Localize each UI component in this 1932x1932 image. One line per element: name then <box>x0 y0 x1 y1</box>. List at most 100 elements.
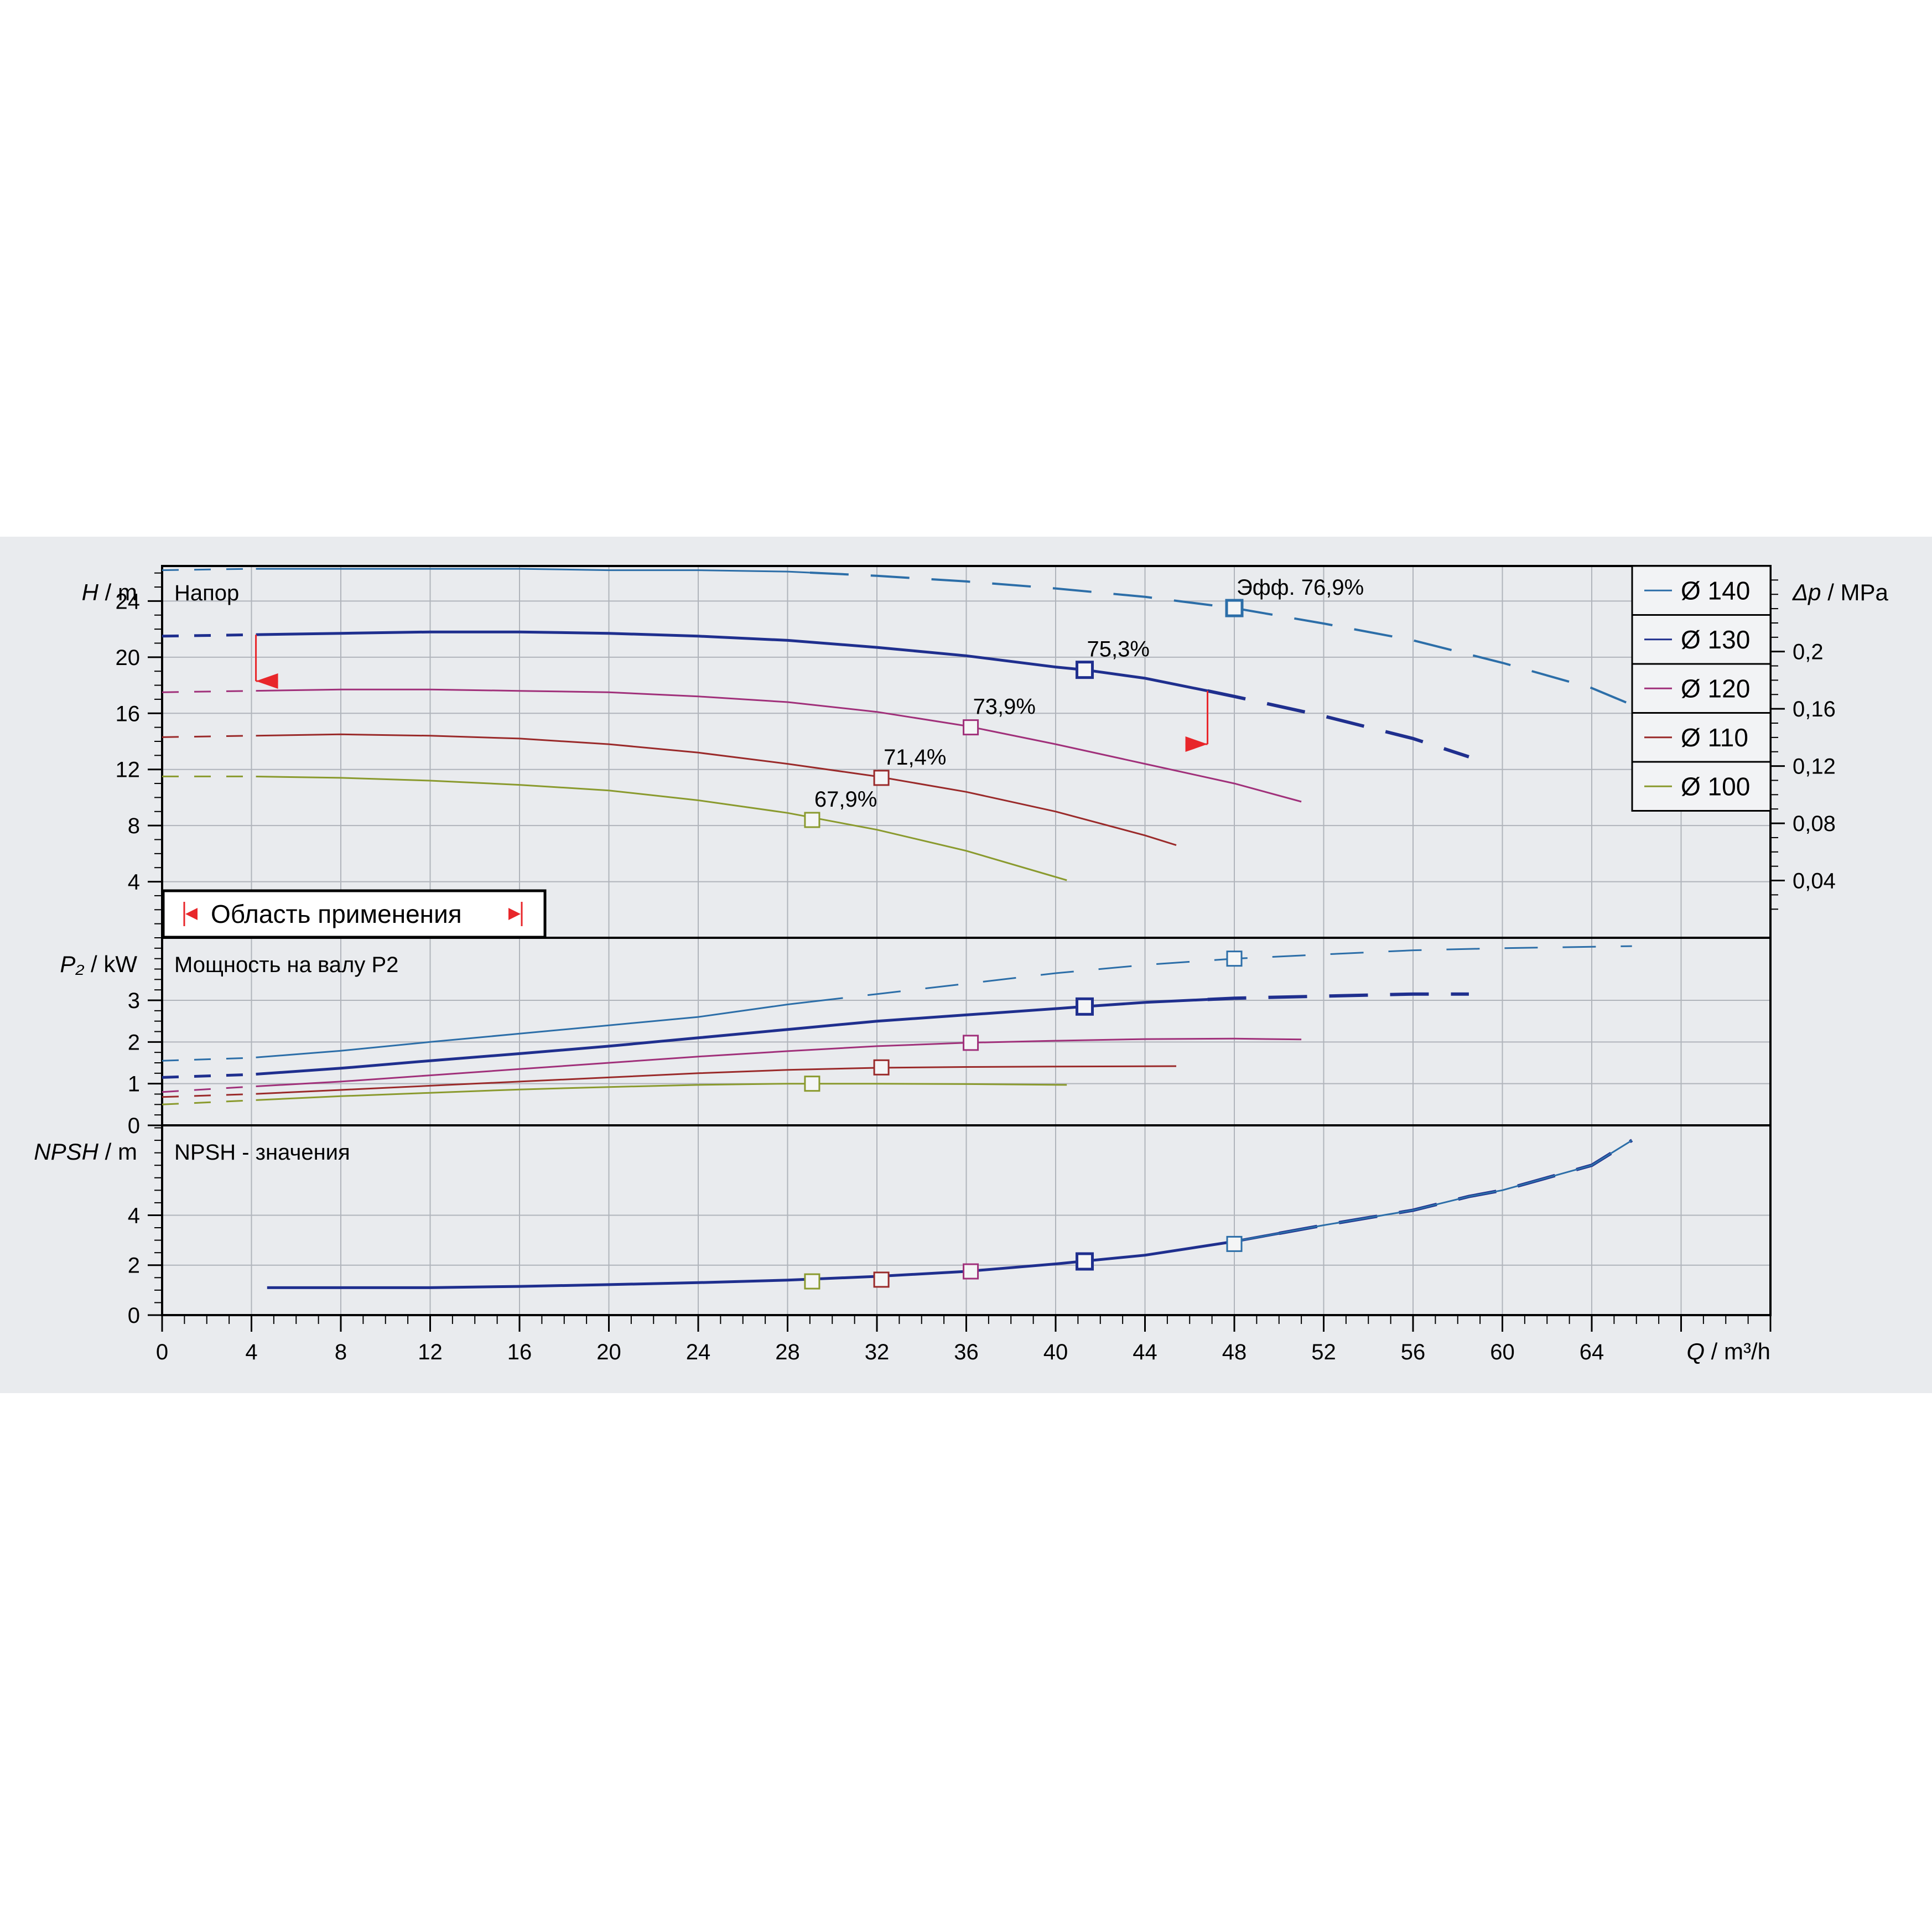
right-tick-label: 0,04 <box>1793 869 1836 894</box>
operating-point-marker <box>804 1273 820 1290</box>
series-line-head-130-1 <box>256 630 1208 693</box>
panel-title-npsh: NPSH - значения <box>174 1140 350 1165</box>
right-tick-label: 0,12 <box>1793 755 1836 779</box>
series-line-dashed-npsh-NPSH-0 <box>1279 1139 1633 1235</box>
x-axis-label: Q / m³/h <box>1686 1338 1770 1364</box>
x-tick-label: 8 <box>335 1340 347 1364</box>
y-tick-label: 20 <box>116 646 141 670</box>
operating-point-marker <box>963 719 979 736</box>
series-line-head-110-3 <box>256 733 1177 846</box>
series-line-dashed-power-130-1 <box>162 1073 256 1079</box>
operating-point-marker <box>1075 1252 1094 1271</box>
x-tick-label: 0 <box>156 1340 168 1364</box>
x-tick-label: 4 <box>245 1340 257 1364</box>
series-line-dashed-head-110-3 <box>162 735 256 738</box>
x-tick-label: 36 <box>954 1340 979 1364</box>
legend-label: Ø 110 <box>1681 723 1748 752</box>
panel-title-power: Мощность на валу P2 <box>174 953 398 977</box>
application-range-box <box>162 889 547 939</box>
y-tick-label: 0 <box>128 1114 140 1138</box>
efficiency-label: 75,3% <box>1087 637 1149 662</box>
series-line-dashed-head-140-0 <box>809 572 1633 706</box>
series-line-dashed-head-130-1 <box>162 633 256 638</box>
series-line-power-100-4 <box>256 1083 1067 1101</box>
y-tick-label: 0 <box>128 1303 140 1328</box>
right-axis-label: Δp / MPa <box>1792 579 1889 605</box>
x-tick-label: 40 <box>1043 1340 1068 1364</box>
operating-point-marker <box>873 1271 890 1288</box>
series-line-dashed-power-130-1 <box>1207 992 1469 1001</box>
operating-point-marker <box>1226 1235 1243 1252</box>
y-tick-label: 2 <box>128 1254 140 1278</box>
x-tick-label: 64 <box>1580 1340 1604 1364</box>
x-tick-label: 60 <box>1490 1340 1515 1364</box>
x-tick-label: 52 <box>1311 1340 1336 1364</box>
right-tick-label: 0,2 <box>1793 640 1824 664</box>
y-tick-label: 8 <box>128 814 140 838</box>
x-tick-label: 12 <box>418 1340 443 1364</box>
series-line-dashed-power-140-0 <box>162 1056 256 1062</box>
panel-title-head: Напор <box>174 581 239 605</box>
x-tick-label: 56 <box>1401 1340 1426 1364</box>
series-line-head-140-0 <box>256 568 810 574</box>
operating-point-marker <box>1075 997 1094 1016</box>
y-axis-label-npsh: NPSH / m <box>34 1139 137 1165</box>
operating-point-marker <box>804 812 820 828</box>
legend-label: Ø 130 <box>1681 625 1750 654</box>
series-line-power-110-3 <box>256 1065 1177 1095</box>
series-line-npsh-NPSH-0 <box>267 1232 1280 1289</box>
x-tick-label: 24 <box>686 1340 711 1364</box>
x-tick-label: 20 <box>596 1340 621 1364</box>
series-line-dashed-power-140-0 <box>809 945 1632 1003</box>
operating-point-marker <box>1225 599 1244 617</box>
y-tick-label: 2 <box>128 1030 140 1055</box>
application-range-label: Область применения <box>211 900 462 928</box>
series-line-power-140-0 <box>256 1001 811 1058</box>
operating-point-marker <box>1226 951 1243 967</box>
y-tick-label: 16 <box>116 702 141 726</box>
y-axis-label-power: P₂ / kW <box>60 951 137 977</box>
operating-point-marker <box>1075 661 1094 679</box>
legend-label: Ø 100 <box>1681 772 1750 801</box>
y-axis-label-head: H / m <box>82 579 137 605</box>
operating-point-marker <box>963 1263 979 1280</box>
y-tick-label: 24 <box>116 589 141 614</box>
y-tick-label: 3 <box>128 989 140 1013</box>
x-tick-label: 28 <box>775 1340 800 1364</box>
series-line-head-120-2 <box>256 688 1302 803</box>
legend-label: Ø 120 <box>1681 674 1750 703</box>
x-tick-label: 44 <box>1133 1340 1157 1364</box>
npsh-overlay-line <box>1234 1139 1633 1243</box>
series-line-dashed-head-120-2 <box>162 690 256 693</box>
series-line-dashed-power-100-4 <box>162 1099 256 1105</box>
series-line-power-120-2 <box>256 1037 1302 1087</box>
y-tick-label: 4 <box>128 870 140 895</box>
series-line-head-100-4 <box>256 776 1067 881</box>
series-line-dashed-head-130-1 <box>1207 689 1469 759</box>
right-tick-label: 0,08 <box>1793 812 1836 836</box>
operating-point-marker <box>873 770 890 786</box>
x-tick-label: 32 <box>865 1340 890 1364</box>
legend-label: Ø 140 <box>1681 576 1750 605</box>
operating-point-marker <box>873 1059 890 1076</box>
y-tick-label: 12 <box>116 758 141 782</box>
pump-curve-chart: 4 8 12 16 20 24 H / m Напор 0 1 2 3 P₂ / kW Мощность … <box>0 537 1932 1393</box>
y-tick-label: 4 <box>128 1203 140 1228</box>
efficiency-label: 73,9% <box>973 695 1036 719</box>
series-line-dashed-power-110-3 <box>162 1093 256 1098</box>
application-range-arrow-right <box>508 908 521 920</box>
x-tick-label: 16 <box>507 1340 532 1364</box>
right-tick-label: 0,16 <box>1793 697 1836 721</box>
efficiency-label: Эфф. 76,9% <box>1237 575 1364 600</box>
y-tick-label: 1 <box>128 1072 140 1097</box>
series-line-dashed-power-120-2 <box>162 1086 256 1093</box>
operating-point-marker <box>804 1076 820 1092</box>
application-range-arrow-left <box>185 908 198 920</box>
series-line-dashed-head-140-0 <box>162 568 256 572</box>
operating-point-marker <box>963 1035 979 1051</box>
efficiency-label: 67,9% <box>814 787 877 812</box>
efficiency-label: 71,4% <box>884 745 946 770</box>
series-line-power-130-1 <box>256 998 1208 1076</box>
x-tick-label: 48 <box>1222 1340 1247 1364</box>
